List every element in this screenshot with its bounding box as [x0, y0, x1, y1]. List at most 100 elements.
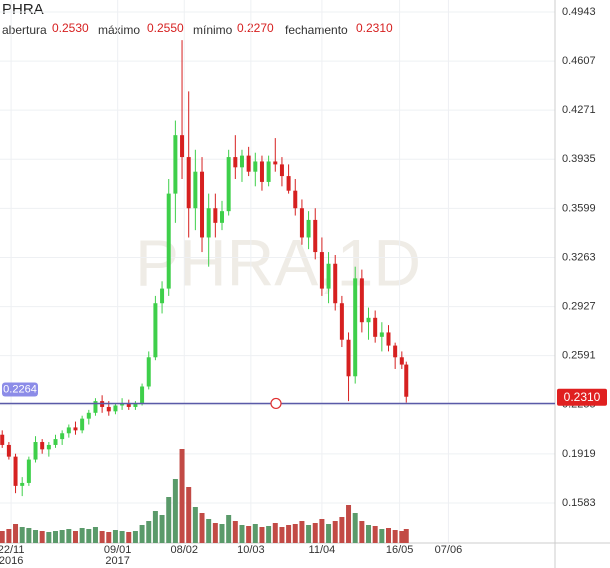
volume-bar [246, 526, 252, 543]
ohlc-value: 0.2310 [356, 21, 393, 35]
candle-body [53, 439, 58, 445]
y-tick-label: 0.1583 [562, 497, 596, 509]
ohlc-value: 0.2530 [52, 21, 89, 35]
candle-body [359, 278, 364, 323]
candle-body [273, 161, 278, 165]
volume-bar [6, 529, 12, 543]
candle-body [140, 386, 145, 405]
candle-body [279, 164, 284, 177]
candle-body [180, 135, 185, 158]
volume-bar [372, 526, 378, 543]
candle-body [333, 263, 338, 304]
x-tick-label: 10/03 [237, 544, 265, 556]
candle-body [326, 263, 331, 289]
volume-bar [186, 487, 192, 543]
candle-body [0, 434, 5, 445]
volume-bar [286, 525, 292, 543]
volume-bar [126, 532, 132, 543]
ohlc-label: mínimo [193, 23, 233, 37]
volume-bar [112, 530, 118, 543]
volume-bar [86, 529, 92, 543]
x-tick-year: 2017 [105, 555, 129, 567]
candle-body [20, 482, 25, 486]
volume-bar [212, 523, 218, 543]
candle-body [286, 176, 291, 191]
volume-bar [119, 531, 125, 543]
volume-bar [226, 515, 232, 543]
y-tick-label: 0.3935 [562, 153, 596, 165]
volume-bar [392, 530, 398, 543]
hline-label: 0.2264 [3, 383, 37, 395]
candle-body [133, 404, 138, 407]
candle-body [106, 406, 111, 412]
y-tick-label: 0.4271 [562, 104, 596, 116]
volume-bar [252, 524, 258, 543]
candle-body [306, 219, 311, 238]
candle-body [166, 193, 171, 289]
volume-bar [13, 524, 19, 543]
candle-body [46, 444, 51, 450]
candle-body [120, 404, 125, 406]
candle-body [319, 252, 324, 289]
candle-body [339, 303, 344, 340]
candle-body [246, 155, 251, 172]
candle-body [299, 208, 304, 238]
ohlc-label: máximo [98, 23, 140, 37]
y-tick-label: 0.2591 [562, 350, 596, 362]
volume-bar [379, 529, 385, 543]
volume-bar [259, 527, 265, 543]
volume-bar [299, 521, 305, 543]
volume-bar [366, 525, 372, 543]
candle-body [393, 345, 398, 358]
x-tick-label: 07/06 [435, 544, 463, 556]
volume-bar [279, 527, 285, 543]
volume-bar [312, 523, 318, 543]
volume-bar [403, 529, 409, 543]
volume-bar [166, 497, 172, 543]
volume-bar [206, 519, 212, 543]
candle-body [220, 211, 224, 223]
ohlc-label: abertura [2, 23, 47, 37]
y-tick-label: 0.1919 [562, 448, 596, 460]
volume-bar [79, 528, 85, 543]
volume-bar [319, 519, 325, 543]
volume-bar [46, 532, 52, 543]
candle-body [239, 155, 244, 168]
volume-bar [132, 531, 138, 543]
chart-title: PHRA [2, 1, 44, 18]
candle-body [113, 405, 118, 412]
watermark: PHRA,1D [135, 225, 421, 299]
candle-body [40, 442, 45, 450]
volume-bar [53, 531, 58, 543]
volume-bar [272, 523, 278, 543]
candle-body [346, 339, 351, 377]
candle-body [253, 161, 258, 172]
candle-body [160, 288, 165, 304]
volume-bar [139, 525, 145, 543]
volume-bar [106, 532, 112, 543]
candle-body [233, 157, 238, 168]
y-tick-label: 0.3599 [562, 202, 596, 214]
volume-bar [326, 524, 332, 543]
volume-bar [59, 530, 65, 543]
candle-body [404, 364, 409, 397]
volume-bar [152, 511, 158, 543]
candle-body [73, 427, 78, 431]
volume-bar [359, 521, 365, 543]
ohlc-value: 0.2550 [147, 21, 184, 35]
ohlc-value: 0.2270 [237, 21, 274, 35]
x-tick-year: 2016 [0, 555, 23, 567]
x-tick-label: 09/01 [104, 544, 132, 556]
volume-bar [39, 531, 45, 543]
volume-bar [159, 515, 165, 543]
last-price-label: 0.2310 [564, 390, 601, 404]
hline-label-box [2, 382, 38, 397]
candle-body [293, 190, 298, 209]
volume-bar [19, 527, 25, 543]
volume-bar [239, 525, 245, 543]
line-handle [270, 397, 282, 410]
volume-bar [33, 530, 39, 543]
candle-body [366, 317, 371, 323]
